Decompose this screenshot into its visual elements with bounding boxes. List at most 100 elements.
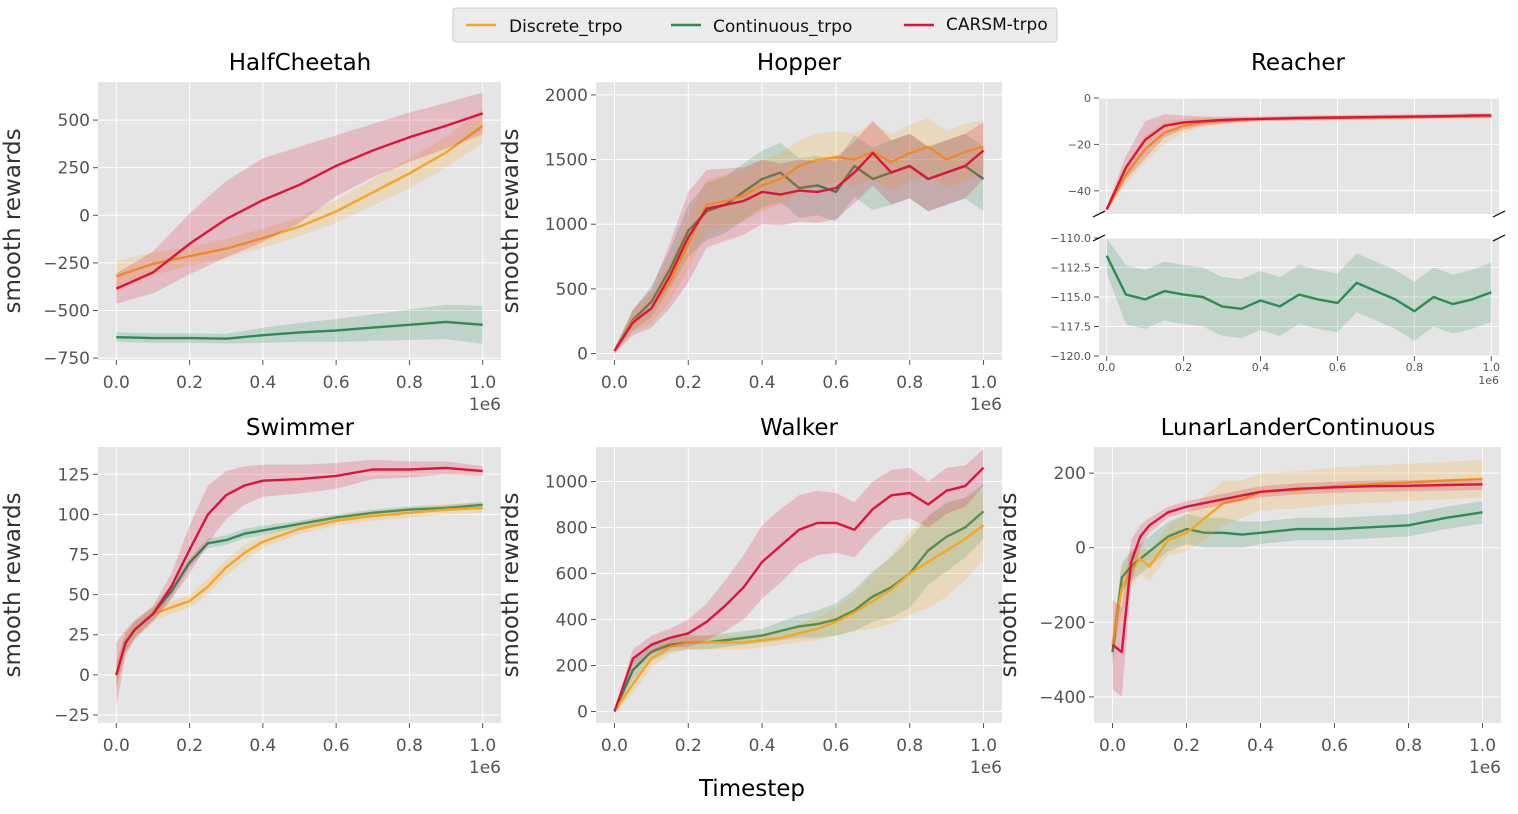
hopper-x-offset-label: 1e6: [970, 395, 1002, 415]
reacher-upper-ytick-label: 0: [1084, 92, 1091, 105]
walker-x-offset-label: 1e6: [970, 758, 1002, 778]
hopper-ytick-label: 2000: [545, 86, 588, 106]
lunarlandercontinuous-ytick-label: 200: [1054, 464, 1086, 484]
lunarlandercontinuous-line-carsm-trpo: [1111, 483, 1483, 654]
walker-ytick-label: 400: [556, 611, 588, 631]
swimmer-xtick-label: 0.6: [323, 736, 350, 756]
halfcheetah-title: HalfCheetah: [229, 50, 372, 76]
halfcheetah-ytick-label: −500: [43, 301, 90, 321]
swimmer-title: Swimmer: [246, 415, 355, 441]
halfcheetah-ytick-label: −750: [43, 349, 90, 369]
lunarlandercontinuous-ytick-label: 0: [1075, 539, 1086, 559]
lunarlandercontinuous-plot-area: [1094, 447, 1501, 723]
halfcheetah-ytick-label: 250: [58, 159, 90, 179]
legend: Discrete_trpo Continuous_trpo CARSM-trpo: [452, 7, 1058, 43]
walker-ytick-label: 200: [556, 657, 588, 677]
reacher-lower-xtick-label: 0.0: [1098, 361, 1116, 374]
halfcheetah-xtick-label: 0.6: [323, 373, 350, 393]
walker-band-carsm-trpo: [614, 449, 984, 713]
hopper-line-discrete-trpo: [613, 145, 984, 352]
swimmer-line-carsm-trpo: [115, 466, 483, 676]
walker-xtick-label: 0.2: [675, 736, 702, 756]
reacher-lower-ytick-label: −115.0: [1050, 291, 1091, 304]
reacher-line-carsm-trpo: [1105, 114, 1492, 210]
halfcheetah-ytick-label: 0: [79, 206, 90, 226]
panel-hopper: Hopper 0 500 1000 1500 2000 0.0 0.2 0.4 0.6 0.8 1.0…: [498, 50, 1002, 415]
lunarlandercontinuous-xtick-label: 0.2: [1173, 736, 1200, 756]
lunarlandercontinuous-ytick-label: −400: [1039, 688, 1086, 708]
hopper-ytick-label: 1500: [545, 151, 588, 171]
reacher-lower-xtick-label: 1.0: [1483, 361, 1501, 374]
panel-halfcheetah: HalfCheetah −750 −500 −250 0 250 500 0.0 0.2 0.4 0…: [0, 50, 501, 415]
hopper-ytick-label: 0: [577, 345, 588, 365]
panel-swimmer: Swimmer −25 0 25 50 75 100 125 0.0 0.2 0.4 0.6 0.8 1.…: [0, 415, 501, 778]
swimmer-plot-area: [98, 447, 501, 723]
lunarlandercontinuous-xtick-label: 1.0: [1469, 736, 1496, 756]
reacher-upper-ytick-label: −20: [1068, 138, 1091, 151]
reacher-band-carsm-trpo: [1106, 113, 1492, 212]
walker-ytick-label: 800: [556, 519, 588, 539]
hopper-ylabel: smooth rewards: [498, 128, 524, 313]
reacher-lower-ytick-label: −120.0: [1050, 350, 1091, 363]
hopper-band-continuous-trpo: [614, 133, 984, 354]
legend-label-carsm: CARSM-trpo: [946, 15, 1048, 35]
lunarlandercontinuous-band-discrete-trpo: [1112, 460, 1483, 660]
figure-xlabel: Timestep: [698, 776, 805, 802]
hopper-xtick-label: 0.0: [601, 373, 628, 393]
halfcheetah-line-carsm-trpo: [115, 112, 484, 290]
panel-lunarlander: LunarLanderContinuous −400 −200 0 200 0.0 0.2 0…: [996, 415, 1501, 778]
panel-walker: Walker 0 200 400 600 800 1000 0.0 0.2 0.4 0.6 0.8 1.…: [498, 415, 1002, 778]
halfcheetah-line-discrete-trpo: [115, 124, 484, 278]
halfcheetah-ytick-label: −250: [43, 254, 90, 274]
walker-band-continuous-trpo: [614, 483, 984, 713]
walker-band-discrete-trpo: [614, 490, 984, 713]
hopper-xtick-label: 0.8: [896, 373, 923, 393]
halfcheetah-xtick-label: 0.4: [249, 373, 276, 393]
swimmer-ytick-label: 100: [58, 505, 90, 525]
swimmer-ytick-label: 0: [79, 666, 90, 686]
walker-xtick-label: 0.8: [896, 736, 923, 756]
walker-xtick-label: 0.0: [601, 736, 628, 756]
lunarlandercontinuous-band-continuous-trpo: [1112, 501, 1483, 668]
reacher-axis-break-mark: [1092, 210, 1106, 218]
lunarlandercontinuous-x-offset-label: 1e6: [1469, 758, 1501, 778]
reacher-lower-x-offset-label: 1e6: [1478, 374, 1499, 387]
reacher-lower-ytick-label: −117.5: [1050, 321, 1091, 334]
halfcheetah-ytick-label: 500: [58, 111, 90, 131]
halfcheetah-xtick-label: 0.0: [103, 373, 130, 393]
lunarlandercontinuous-title: LunarLanderContinuous: [1161, 415, 1436, 441]
walker-xtick-label: 0.6: [822, 736, 849, 756]
swimmer-xtick-label: 0.0: [103, 736, 130, 756]
walker-title: Walker: [760, 415, 838, 441]
halfcheetah-band-continuous-trpo: [116, 304, 483, 344]
reacher-line-continuous-trpo: [1105, 255, 1492, 313]
reacher-axis-break-mark: [1492, 234, 1506, 242]
swimmer-x-offset-label: 1e6: [469, 758, 501, 778]
swimmer-band-carsm-trpo: [116, 459, 483, 707]
reacher-axis-break-mark: [1092, 234, 1106, 242]
swimmer-ylabel: smooth rewards: [0, 492, 26, 677]
reacher-lower-xtick-label: 0.8: [1406, 361, 1424, 374]
hopper-line-carsm-trpo: [613, 149, 985, 352]
swimmer-ytick-label: 25: [68, 626, 90, 646]
halfcheetah-x-offset-label: 1e6: [469, 395, 501, 415]
reacher-lower-xtick-label: 0.4: [1252, 361, 1270, 374]
walker-ytick-label: 1000: [545, 473, 588, 493]
lunarlandercontinuous-xtick-label: 0.8: [1395, 736, 1422, 756]
hopper-xtick-label: 0.2: [675, 373, 702, 393]
reacher-lower-xtick-label: 0.6: [1329, 361, 1347, 374]
halfcheetah-xtick-label: 0.2: [176, 373, 203, 393]
reacher-lower-ytick-label: −112.5: [1050, 262, 1091, 275]
walker-ylabel: smooth rewards: [498, 492, 524, 677]
swimmer-xtick-label: 0.8: [396, 736, 423, 756]
walker-line-carsm-trpo: [613, 466, 985, 712]
legend-label-continuous: Continuous_trpo: [713, 17, 852, 37]
walker-ytick-label: 600: [556, 565, 588, 585]
hopper-band-discrete-trpo: [614, 118, 984, 354]
hopper-ytick-label: 1000: [545, 215, 588, 235]
lunarlandercontinuous-line-discrete-trpo: [1111, 477, 1483, 645]
hopper-xtick-label: 0.6: [822, 373, 849, 393]
halfcheetah-line-continuous-trpo: [116, 320, 483, 340]
hopper-xtick-label: 0.4: [749, 373, 776, 393]
